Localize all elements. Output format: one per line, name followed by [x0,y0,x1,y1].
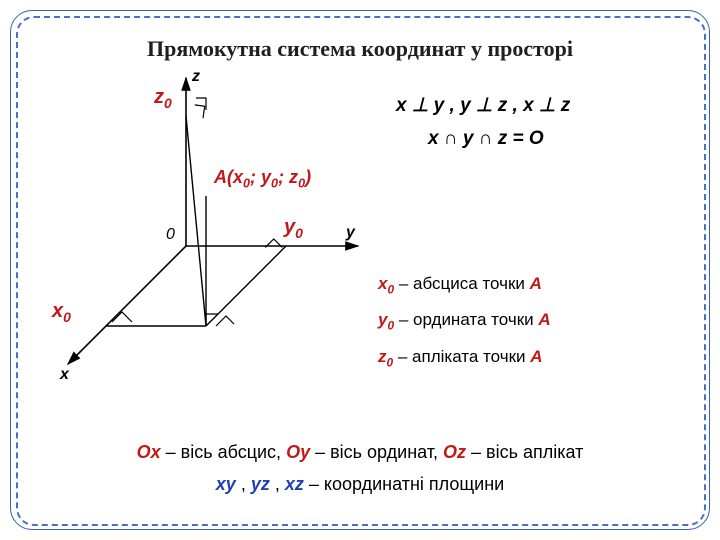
lbl-axis-x: x [60,366,69,384]
bottom-line-planes: xy , yz , xz – координатні площини [0,474,720,495]
def-row-z: z0 – апліката точки А [378,347,551,369]
axes-svg [46,68,376,398]
diagram: 0 z y x z0 y0 x0 A(x0; y0; z0) [46,68,376,398]
definitions: x0 – абсциса точки А y0 – ордината точки… [378,274,551,369]
axis-x [68,246,186,364]
stage: Прямокутна система координат у просторі [0,0,720,540]
lbl-x0: x0 [52,300,71,325]
page-title: Прямокутна система координат у просторі [0,36,720,62]
lbl-y0: y0 [284,216,303,241]
bottom-line-axes: Ox – вісь абсцис, Oy – вісь ординат, Oz … [0,442,720,463]
lbl-pointA: A(x0; y0; z0) [214,168,311,191]
ra-Axy-d [216,316,234,326]
def-row-x: x0 – абсциса точки А [378,274,551,296]
proj-z0-Axy [186,116,206,326]
ra-z2 [193,105,205,118]
relation-inter: x ∩ y ∩ z = O [428,128,544,150]
relation-perp: x ⊥ y , y ⊥ z , x ⊥ z [396,94,570,117]
lbl-z0: z0 [154,86,172,111]
lbl-origin: 0 [166,226,175,244]
ra-y0 [265,239,282,256]
lbl-axis-y: y [346,224,355,242]
def-row-y: y0 – ордината точки А [378,310,551,332]
lbl-axis-z: z [192,68,200,86]
